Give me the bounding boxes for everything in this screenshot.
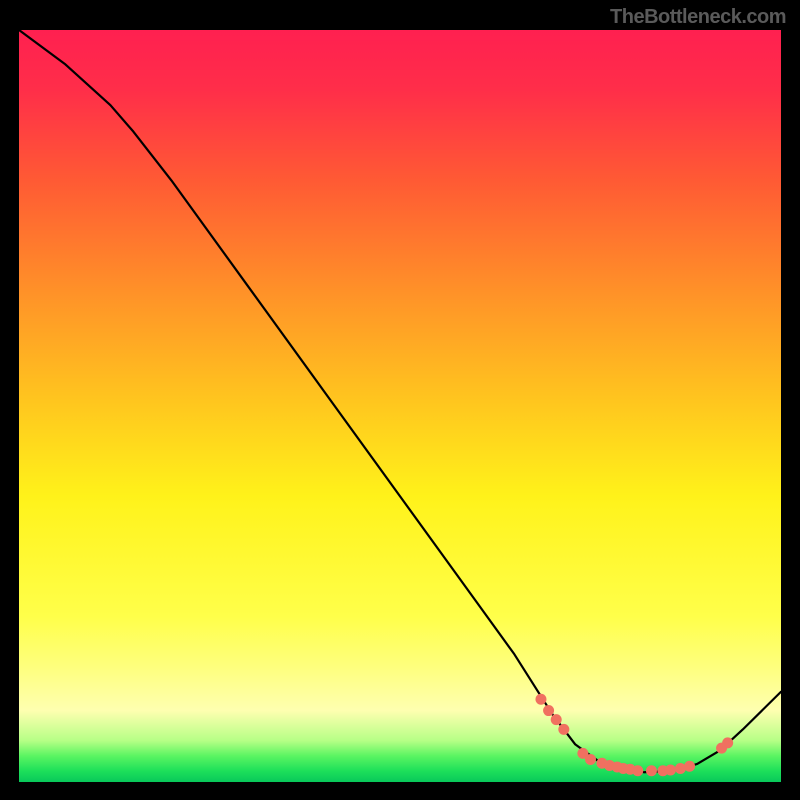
data-point — [632, 765, 643, 776]
data-point — [646, 765, 657, 776]
data-point — [558, 724, 569, 735]
data-point — [543, 705, 554, 716]
bottleneck-chart: TheBottleneck.com — [0, 0, 800, 800]
data-point — [684, 761, 695, 772]
data-point — [675, 763, 686, 774]
watermark-text: TheBottleneck.com — [610, 6, 786, 29]
data-point — [535, 694, 546, 705]
data-point — [585, 754, 596, 765]
data-point — [665, 764, 676, 775]
data-point — [551, 714, 562, 725]
chart-svg — [0, 0, 800, 800]
data-point — [722, 737, 733, 748]
